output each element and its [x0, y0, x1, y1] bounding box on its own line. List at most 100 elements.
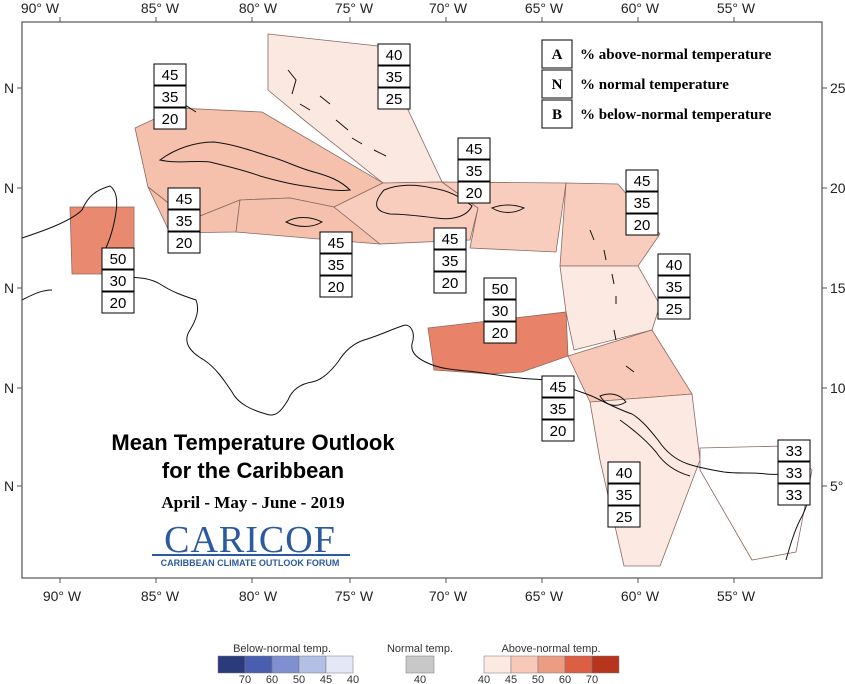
value-box-text: 45: [466, 141, 483, 158]
value-box-text: 30: [492, 303, 509, 320]
value-box-text: 20: [162, 111, 179, 128]
scale-swatch-above: [537, 655, 566, 674]
value-box-text: 45: [328, 235, 345, 252]
scale-tick-below: 70: [239, 674, 251, 684]
value-box: [625, 169, 659, 192]
legend-key: B: [552, 107, 562, 123]
x-tick-bottom: 55° W: [717, 588, 756, 604]
x-tick-top: 55° W: [717, 0, 756, 16]
map-title: Mean Temperature Outlook: [111, 430, 395, 455]
x-tick-top: 65° W: [525, 0, 564, 16]
y-tick-right: 5°: [830, 478, 843, 494]
value-box: [167, 231, 201, 254]
x-tick-bottom: 60° W: [621, 588, 660, 604]
scale-tick-above: 45: [505, 674, 517, 684]
value-box-text: 33: [786, 465, 803, 482]
value-box: [101, 269, 135, 292]
value-box-text: 45: [176, 191, 193, 208]
value-box-text: 35: [666, 279, 683, 296]
value-box: [625, 213, 659, 236]
value-box: [433, 249, 467, 272]
logo-rule: [152, 554, 350, 556]
value-box: [167, 187, 201, 210]
value-box-text: 35: [176, 213, 193, 230]
x-tick-top: 85° W: [141, 0, 180, 16]
value-box-text: 40: [616, 465, 633, 482]
value-box: [541, 419, 575, 442]
scale-tick-above: 60: [559, 674, 571, 684]
value-box-text: 40: [666, 257, 683, 274]
value-box: [153, 107, 187, 130]
x-tick-bottom: 70° W: [429, 588, 468, 604]
x-tick-top: 90° W: [21, 0, 60, 16]
value-box: [483, 321, 517, 344]
value-box-text: 20: [634, 217, 651, 234]
value-box: [625, 191, 659, 214]
scale-above-label: Above-normal temp.: [501, 643, 600, 655]
value-box: [483, 299, 517, 322]
scale-swatch-below: [271, 655, 300, 674]
x-axis-top: 90° W 85° W 80° W 75° W 70° W 65° W 60° …: [21, 0, 756, 16]
scale-tick-above: 50: [532, 674, 544, 684]
scale-swatch-normal: [405, 655, 435, 674]
x-tick-bottom: 75° W: [335, 588, 374, 604]
value-box-text: 45: [550, 379, 567, 396]
y-tick-right: 15°: [830, 280, 845, 296]
caricof-logo: CARICOF CARIBBEAN CLIMATE OUTLOOK FORUM: [152, 519, 350, 568]
value-box-text: 20: [442, 275, 459, 292]
value-box: [607, 461, 641, 484]
value-box-text: 45: [162, 67, 179, 84]
value-box-text: 35: [442, 253, 459, 270]
value-box-text: 20: [550, 423, 567, 440]
scale-swatch-above: [591, 655, 620, 674]
value-box-text: 25: [616, 509, 633, 526]
value-box-text: 35: [162, 89, 179, 106]
value-box-text: 25: [386, 91, 403, 108]
value-box: [607, 505, 641, 528]
value-box-text: 35: [616, 487, 633, 504]
value-box-text: 45: [442, 231, 459, 248]
y-tick-left: N: [4, 80, 14, 96]
scale-tick-normal: 40: [414, 674, 426, 684]
scale-tick-below: 45: [320, 674, 332, 684]
x-tick-top: 70° W: [429, 0, 468, 16]
logo-subtitle: CARIBBEAN CLIMATE OUTLOOK FORUM: [161, 558, 340, 568]
value-box-text: 20: [110, 295, 127, 312]
value-box: [377, 43, 411, 66]
scale-tick-below: 50: [293, 674, 305, 684]
value-box-text: 40: [386, 47, 403, 64]
value-box: [483, 277, 517, 300]
x-tick-bottom: 65° W: [525, 588, 564, 604]
y-tick-right: 20°: [830, 180, 845, 196]
value-box-text: 30: [110, 273, 127, 290]
frame-ticks: [17, 17, 827, 583]
value-box: [457, 159, 491, 182]
value-box-text: 35: [386, 69, 403, 86]
x-tick-top: 75° W: [335, 0, 374, 16]
x-tick-bottom: 85° W: [141, 588, 180, 604]
scale-swatch-below: [244, 655, 273, 674]
value-box-text: 50: [492, 281, 509, 298]
value-box-text: 35: [328, 257, 345, 274]
scale-swatch-above: [510, 655, 539, 674]
value-box-text: 33: [786, 443, 803, 460]
scale-swatch-below: [325, 655, 354, 674]
value-box: [433, 227, 467, 250]
value-box-text: 35: [634, 195, 651, 212]
y-tick-left: N: [4, 478, 14, 494]
value-box-text: 20: [176, 235, 193, 252]
y-tick-left: N: [4, 380, 14, 396]
y-tick-right: 10°: [830, 380, 845, 396]
value-box: [657, 275, 691, 298]
value-box-text: 35: [466, 163, 483, 180]
forecast-period: April - May - June - 2019: [161, 493, 344, 512]
value-box: [457, 181, 491, 204]
value-box: [457, 137, 491, 160]
value-box-text: 33: [786, 487, 803, 504]
x-tick-bottom: 90° W: [43, 588, 82, 604]
scale-swatch-above: [483, 655, 512, 674]
x-axis-bottom: 90° W 85° W 80° W 75° W 70° W 65° W 60° …: [43, 588, 756, 604]
scale-tick-below: 60: [266, 674, 278, 684]
value-box: [153, 63, 187, 86]
value-box: [607, 483, 641, 506]
